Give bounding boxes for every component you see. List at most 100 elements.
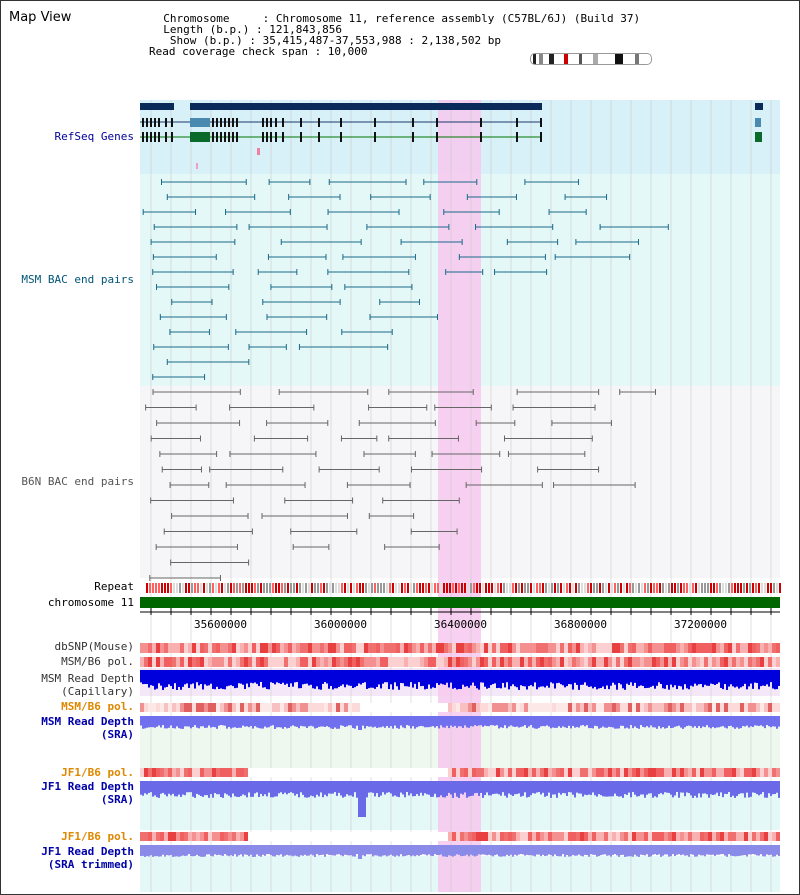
depth-bar	[680, 845, 682, 856]
repeat-mark	[737, 583, 739, 593]
repeat-mark	[731, 583, 733, 593]
depth-bar	[184, 845, 186, 857]
depth-bar	[386, 716, 388, 726]
depth-bar	[386, 781, 388, 793]
depth-bar	[630, 781, 632, 798]
heat-cell	[484, 768, 488, 777]
heat-cell	[608, 832, 612, 841]
heat-cell	[228, 768, 232, 777]
heat-cell	[188, 657, 192, 667]
chromosome-ideogram[interactable]	[530, 53, 652, 65]
depth-bar	[206, 781, 208, 796]
exon-mark	[412, 118, 414, 127]
depth-bar	[698, 670, 700, 685]
heat-cell	[460, 643, 464, 653]
depth-bar	[626, 845, 628, 857]
depth-bar	[172, 716, 174, 729]
heat-cell	[248, 832, 252, 841]
depth-bar	[356, 845, 358, 855]
repeat-mark	[209, 583, 211, 593]
heat-cell	[204, 832, 208, 841]
depth-bar	[516, 781, 518, 795]
heat-cell	[176, 657, 180, 667]
repeat-mark	[587, 583, 589, 593]
depth-bar	[556, 716, 558, 728]
depth-bar	[598, 845, 600, 857]
track-label-b6n-bac[interactable]: B6N BAC end pairs	[21, 475, 134, 488]
depth-bar	[728, 781, 730, 793]
depth-bar	[170, 716, 172, 726]
depth-bar	[344, 670, 346, 688]
depth-bar	[626, 781, 628, 795]
depth-bar	[374, 670, 376, 689]
depth-bar	[762, 845, 764, 857]
depth-bar	[378, 670, 380, 685]
depth-bar	[330, 670, 332, 686]
depth-bar	[578, 781, 580, 794]
depth-bar	[662, 716, 664, 728]
exon-mark	[340, 118, 342, 127]
heat-cell	[744, 657, 748, 667]
heat-cell	[468, 643, 472, 653]
depth-bar	[224, 716, 226, 726]
repeat-mark	[332, 583, 334, 593]
heat-cell	[376, 703, 380, 712]
heat-cell	[264, 703, 268, 712]
depth-bar	[230, 670, 232, 686]
depth-bar	[322, 716, 324, 727]
heat-cell	[668, 703, 672, 712]
repeat-mark	[428, 583, 430, 593]
depth-bar	[640, 716, 642, 726]
track-label-msm-bac[interactable]: MSM BAC end pairs	[21, 273, 134, 286]
heat-cell	[480, 832, 484, 841]
depth-bar	[152, 716, 154, 728]
depth-bar	[736, 781, 738, 797]
depth-bar	[700, 716, 702, 729]
heat-cell	[764, 657, 768, 667]
repeat-mark	[617, 583, 619, 593]
heat-cell	[696, 703, 700, 712]
heat-cell	[604, 703, 608, 712]
depth-bar	[714, 670, 716, 686]
heat-cell	[692, 832, 696, 841]
heat-cell	[616, 703, 620, 712]
heat-cell	[284, 832, 288, 841]
heat-cell	[744, 703, 748, 712]
repeat-mark	[683, 583, 685, 593]
heat-cell	[452, 832, 456, 841]
depth-bar	[434, 781, 436, 794]
depth-bar	[512, 845, 514, 857]
depth-bar	[142, 781, 144, 796]
heat-cell	[376, 643, 380, 653]
depth-bar	[638, 716, 640, 729]
heat-cell	[280, 703, 284, 712]
depth-bar	[258, 845, 260, 856]
track-label-refseq[interactable]: RefSeq Genes	[54, 130, 134, 143]
depth-bar	[322, 781, 324, 798]
depth-bar	[554, 781, 556, 795]
heat-cell	[240, 703, 244, 712]
heat-cell	[508, 657, 512, 667]
repeat-mark	[383, 583, 385, 593]
depth-bar	[426, 781, 428, 795]
heat-cell	[216, 832, 220, 841]
depth-bar	[202, 670, 204, 690]
depth-bar	[396, 845, 398, 856]
depth-bar	[738, 670, 740, 689]
heat-cell	[404, 768, 408, 777]
repeat-mark	[236, 583, 238, 593]
heat-cell	[324, 657, 328, 667]
depth-bar	[192, 845, 194, 857]
repeat-mark	[233, 583, 235, 593]
heat-cell	[156, 643, 160, 653]
depth-bar	[512, 670, 514, 685]
heat-cell	[140, 832, 144, 841]
heat-cell	[548, 768, 552, 777]
gene-block	[755, 103, 763, 110]
depth-bar	[714, 781, 716, 795]
depth-bar	[372, 716, 374, 728]
depth-bar	[370, 781, 372, 793]
heat-cell	[380, 768, 384, 777]
heat-cell	[236, 703, 240, 712]
